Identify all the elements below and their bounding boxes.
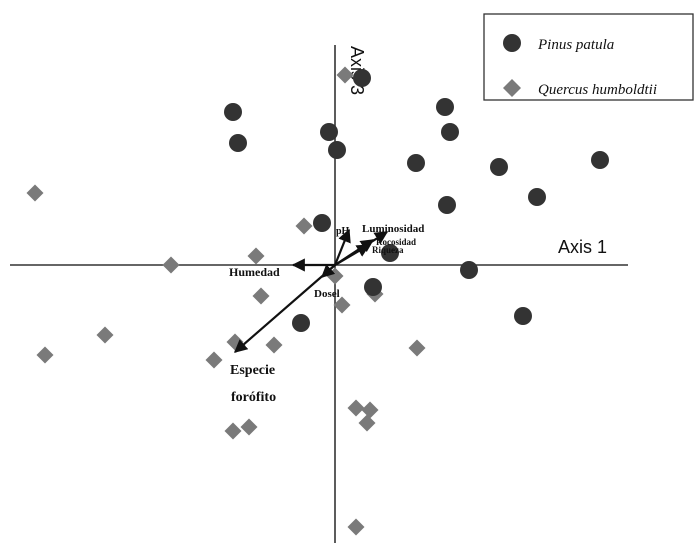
quercus-humboldtii-point-10 [96, 326, 114, 344]
quercus-humboldtii-point-21 [347, 518, 365, 536]
quercus-humboldtii-point-7 [252, 287, 270, 305]
legend-pinus-marker [503, 34, 521, 52]
quercus-humboldtii-point-18 [358, 414, 376, 432]
quercus-humboldtii-point-3 [295, 217, 313, 235]
pinus-patula-point-18 [514, 307, 532, 325]
vector-label-especie: Especie [230, 363, 275, 378]
vector-label-luminosidad: Luminosidad [362, 223, 424, 235]
pinus-patula-point-10 [591, 151, 609, 169]
x-axis-title: Axis 1 [558, 237, 607, 257]
legend-box [483, 13, 694, 101]
vector-label-riqueza: Riqueza [372, 245, 404, 255]
quercus-humboldtii-point-4 [247, 247, 265, 265]
vector-ph [333, 228, 351, 266]
pinus-patula-point-16 [364, 278, 382, 296]
pinus-patula-point-8 [407, 154, 425, 172]
pinus-patula-point-1 [353, 69, 371, 87]
quercus-humboldtii-point-13 [36, 346, 54, 364]
pinus-patula-point-5 [328, 141, 346, 159]
pinus-patula-points [224, 69, 609, 332]
pinus-patula-point-15 [460, 261, 478, 279]
pinus-patula-point-2 [224, 103, 242, 121]
pinus-patula-point-6 [436, 98, 454, 116]
vector-label-ph: pH [336, 226, 350, 237]
quercus-humboldtii-point-17 [361, 401, 379, 419]
vector-label-forofito: forófito [231, 390, 276, 405]
pinus-patula-point-11 [528, 188, 546, 206]
legend-quercus-label: Quercus humboldtii [538, 82, 657, 98]
pinus-patula-point-17 [292, 314, 310, 332]
pinus-patula-point-14 [381, 244, 399, 262]
vector-label-rocosidad: Rocosidad [376, 237, 416, 247]
pinus-patula-point-12 [438, 196, 456, 214]
quercus-humboldtii-points [26, 66, 426, 536]
vector-especie-for-fito [234, 264, 336, 353]
quercus-humboldtii-point-19 [240, 418, 258, 436]
quercus-humboldtii-point-16 [347, 399, 365, 417]
vector-label-dosel: Dosel [314, 288, 340, 300]
environmental-vectors [234, 228, 389, 353]
quercus-humboldtii-point-8 [333, 296, 351, 314]
quercus-humboldtii-point-14 [205, 351, 223, 369]
quercus-humboldtii-point-5 [162, 256, 180, 274]
legend: Pinus patula Quercus humboldtii [483, 13, 694, 101]
quercus-humboldtii-point-12 [265, 336, 283, 354]
pinus-patula-point-9 [490, 158, 508, 176]
quercus-humboldtii-point-2 [26, 184, 44, 202]
pinus-patula-point-4 [320, 123, 338, 141]
vector-riqueza [334, 244, 371, 266]
pinus-patula-point-7 [441, 123, 459, 141]
legend-pinus-label: Pinus patula [537, 37, 614, 53]
vector-label-humedad: Humedad [229, 265, 280, 279]
quercus-humboldtii-point-20 [224, 422, 242, 440]
legend-quercus-marker [503, 79, 521, 97]
quercus-humboldtii-point-15 [408, 339, 426, 357]
pinus-patula-point-3 [229, 134, 247, 152]
quercus-humboldtii-point-1 [336, 66, 354, 84]
pinus-patula-point-13 [313, 214, 331, 232]
